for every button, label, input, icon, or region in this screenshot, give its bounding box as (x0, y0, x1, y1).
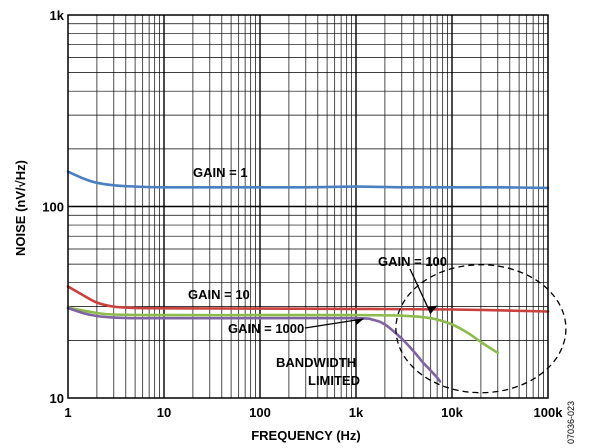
grid (68, 15, 548, 398)
figure-id: 07036-023 (566, 401, 576, 444)
y-tick-label: 1k (50, 8, 65, 23)
x-tick-label: 1k (349, 405, 364, 420)
x-tick-label: 100 (249, 405, 271, 420)
series-line-3 (66, 306, 442, 383)
x-tick-label: 100k (534, 405, 564, 420)
x-tick-label: 1 (64, 405, 71, 420)
y-axis-label: NOISE (nV/√Hz) (13, 160, 28, 256)
series-lines (66, 170, 550, 383)
series-label-gain-1: GAIN = 1 (193, 165, 248, 180)
annotation-limited: LIMITED (308, 373, 360, 388)
bandwidth-limit-ellipse (395, 264, 567, 394)
annotation-shapes (304, 264, 567, 394)
arrowhead-gain-100 (427, 305, 438, 314)
arrow-gain-100 (409, 268, 432, 314)
x-axis-label: FREQUENCY (Hz) (251, 428, 361, 443)
plot-frame (67, 14, 549, 399)
series-line-1 (66, 285, 550, 313)
series-label-gain-100: GAIN = 100 (378, 254, 447, 269)
annotation-bandwidth: BANDWIDTH (276, 355, 356, 370)
y-tick-label: 100 (42, 200, 64, 215)
series-label-gain-10: GAIN = 10 (188, 287, 250, 302)
y-tick-labels: 10 100 1k (42, 8, 64, 406)
x-tick-label: 10 (157, 405, 171, 420)
y-tick-label: 10 (50, 391, 64, 406)
arrowhead-gain-1000 (354, 318, 364, 325)
x-tick-label: 10k (441, 405, 463, 420)
series-line-0 (66, 170, 550, 190)
x-tick-labels: 1 10 100 1k 10k 100k (64, 405, 563, 420)
arrow-gain-1000 (304, 318, 364, 329)
series-line-2 (66, 306, 500, 355)
series-label-gain-1000: GAIN = 1000 (228, 321, 304, 336)
